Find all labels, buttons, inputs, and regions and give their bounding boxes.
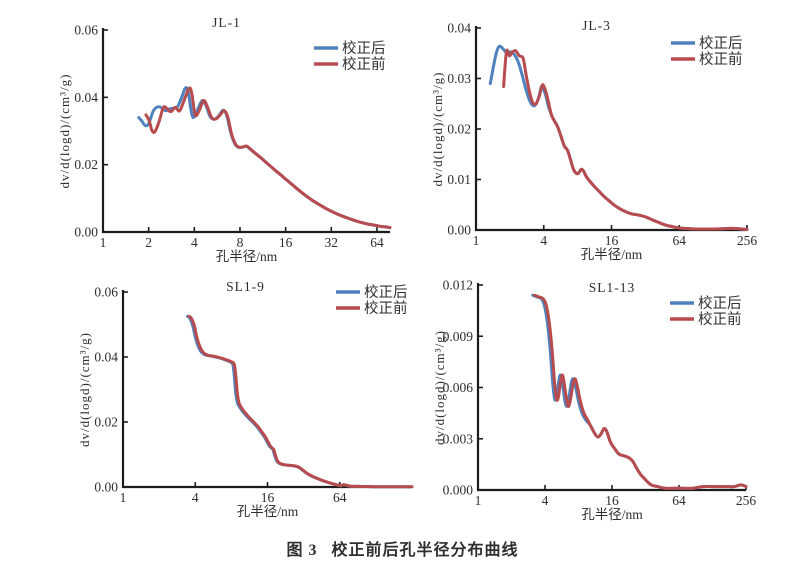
x-tick-label: 4 (191, 235, 198, 250)
legend-label-before: 校正前 (699, 51, 743, 68)
curve-after (186, 314, 414, 489)
x-tick-label: 8 (237, 235, 244, 250)
y-axis-label: dv/d(logd)/(cm³/g) (57, 73, 72, 188)
panel-title: JL-3 (582, 18, 611, 33)
x-tick-label: 64 (672, 493, 686, 508)
y-tick-label: 0.02 (447, 122, 471, 137)
panel-sl1-13: 0.000 0.003 0.006 0.009 0.012 1 4 16 64 256 孔半径/nm… (432, 278, 756, 523)
figure-title: 校正前后孔半径分布曲线 (331, 542, 519, 559)
x-tick-label: 256 (736, 493, 757, 508)
y-tick-label: 0.04 (94, 350, 118, 365)
x-axis-label: 孔半径/nm (237, 504, 299, 519)
x-axis-label: 孔半径/nm (216, 249, 278, 264)
y-tick-label: 0.04 (447, 21, 471, 36)
y-tick-label: 0.06 (74, 23, 98, 38)
y-tick-label: 0.003 (443, 431, 474, 446)
x-tick-label: 4 (540, 233, 547, 248)
x-tick-label: 256 (737, 233, 758, 248)
y-tick-label: 0.000 (443, 483, 474, 498)
x-tick-label: 1 (100, 235, 107, 250)
legend-label-after: 校正后 (342, 40, 386, 57)
curve-before (144, 86, 392, 230)
legend-label-after: 校正后 (698, 295, 742, 312)
panel-title: JL-1 (212, 15, 241, 30)
curve-before (533, 293, 748, 490)
panel-jl-1: 0.00 0.02 0.04 0.06 1 2 4 8 16 32 64 孔半径/nm dv/d(log… (57, 15, 392, 264)
x-tick-label: 64 (333, 490, 347, 505)
legend-label-before: 校正前 (342, 56, 386, 73)
legend-label-after: 校正后 (699, 35, 743, 52)
y-tick-label: 0.06 (94, 285, 118, 300)
curve-before (502, 48, 749, 231)
y-tick-label: 0.006 (443, 380, 474, 395)
y-tick-label: 0.02 (94, 415, 118, 430)
panel-sl1-9: 0.00 0.02 0.04 0.06 1 4 16 64 孔半径/nm dv/d(logd)/(… (77, 279, 414, 519)
y-tick-label: 0.01 (447, 172, 471, 187)
legend-label-before: 校正前 (698, 311, 742, 328)
x-tick-label: 16 (261, 490, 275, 505)
x-tick-label: 16 (605, 493, 619, 508)
x-tick-label: 64 (673, 233, 687, 248)
y-axis-label: dv/d(logd)/(cm³/g) (430, 71, 445, 186)
pore-radius-distribution-figure: 0.00 0.02 0.04 0.06 1 2 4 8 16 32 64 孔半径/nm dv/d(log… (57, 15, 757, 523)
y-tick-label: 0.03 (447, 71, 471, 86)
panel-title: SL1-9 (226, 279, 265, 294)
y-axis-label: dv/d(logd)/(cm³/g) (77, 332, 92, 447)
figure-caption: 图 3 校正前后孔半径分布曲线 (0, 536, 805, 560)
y-tick-label: 0.00 (447, 223, 471, 238)
x-tick-label: 64 (370, 235, 384, 250)
axis-line (121, 290, 412, 489)
x-tick-label: 1 (473, 233, 480, 248)
x-tick-label: 1 (120, 490, 127, 505)
y-tick-label: 0.012 (443, 278, 473, 293)
figure-number: 图 3 (286, 542, 318, 559)
y-tick-label: 0.00 (94, 480, 118, 495)
x-tick-label: 2 (145, 235, 152, 250)
panel-title: SL1-13 (589, 280, 636, 295)
legend-label-before: 校正前 (364, 300, 408, 317)
x-tick-label: 1 (475, 493, 482, 508)
y-tick-label: 0.02 (74, 157, 98, 172)
x-axis-label: 孔半径/nm (581, 507, 643, 522)
x-tick-label: 16 (279, 235, 293, 250)
y-axis-label: dv/d(logd)/(cm³/g) (432, 330, 447, 445)
x-tick-label: 4 (542, 493, 549, 508)
y-tick-label: 0.00 (74, 225, 98, 240)
x-tick-label: 4 (192, 490, 199, 505)
curve-before (187, 314, 414, 489)
x-axis-label: 孔半径/nm (581, 247, 643, 262)
y-tick-label: 0.009 (443, 329, 474, 344)
panel-jl-3: 0.00 0.01 0.02 0.03 0.04 1 4 16 64 256 孔半径/nm dv/d(… (430, 18, 757, 262)
x-tick-label: 16 (605, 233, 619, 248)
y-tick-label: 0.04 (74, 90, 98, 105)
curve-after (488, 44, 749, 231)
legend-label-after: 校正后 (364, 284, 408, 301)
x-tick-label: 32 (325, 235, 339, 250)
